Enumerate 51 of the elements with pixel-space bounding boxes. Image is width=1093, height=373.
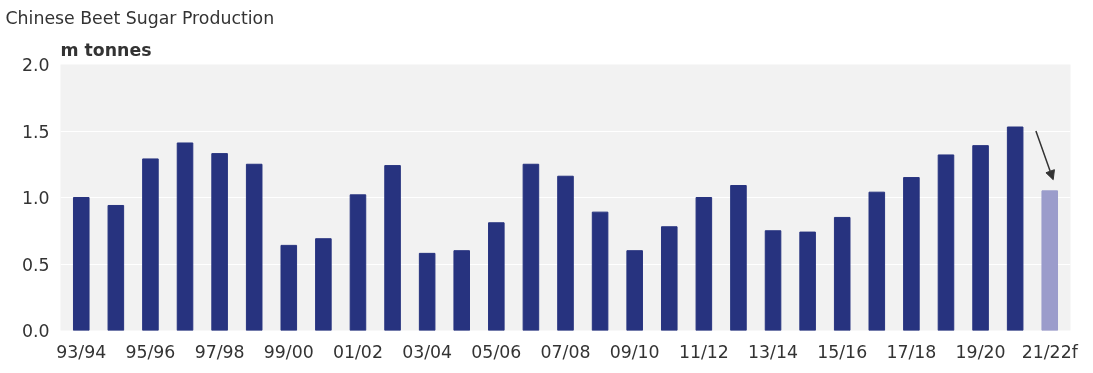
bar: [280, 244, 298, 331]
bar: [903, 177, 920, 331]
bar: [660, 226, 678, 331]
x-tick-label: 93/94: [56, 341, 107, 362]
bar: [626, 250, 643, 331]
y-axis-title: m tonnes: [60, 39, 152, 60]
bar: [211, 153, 228, 331]
x-tick-label: 15/16: [817, 341, 868, 362]
bar: [833, 216, 851, 331]
bar: [176, 142, 194, 331]
x-tick-label: 05/06: [471, 341, 522, 362]
bar: [591, 211, 609, 331]
y-tick-label: 0.0: [21, 321, 50, 341]
x-tick-label: 97/98: [194, 341, 245, 362]
bar: [142, 158, 159, 331]
y-tick-label: 2.0: [21, 55, 50, 75]
bar: [557, 175, 574, 331]
x-tick-label: 21/22f: [1021, 341, 1079, 362]
x-tick-label: 07/08: [540, 341, 591, 362]
y-tick-label: 1.5: [21, 121, 50, 142]
bar: [453, 250, 471, 331]
bar: [868, 191, 886, 331]
y-tick-label: 0.5: [21, 254, 50, 275]
bar: [72, 197, 90, 331]
x-tick-label: 11/12: [678, 341, 729, 362]
bar: [349, 194, 367, 331]
y-tick-label: 1.0: [21, 188, 50, 208]
bar: [730, 185, 747, 331]
x-tick-label: 99/00: [263, 341, 314, 362]
bar: [972, 145, 989, 331]
bar: [315, 238, 332, 331]
bar: [764, 230, 782, 331]
x-tick-label: 09/10: [609, 341, 660, 362]
x-tick-label: 01/02: [333, 341, 383, 362]
bar: [384, 165, 401, 331]
bar: [799, 231, 816, 331]
bar: [418, 252, 436, 331]
bar: [695, 197, 713, 331]
bar: [245, 163, 263, 331]
bar: [1006, 126, 1024, 331]
bar: [522, 163, 540, 331]
x-tick-label: 13/14: [748, 341, 798, 362]
x-tick-label: 03/04: [402, 341, 453, 362]
x-tick-label: 17/18: [886, 341, 937, 362]
x-tick-label: 19/20: [955, 341, 1006, 362]
bar: [1041, 190, 1059, 331]
bar: [488, 222, 505, 331]
x-tick-label: 95/96: [125, 341, 176, 362]
bar: [937, 154, 955, 331]
bar: [107, 204, 125, 331]
chart-title: Chinese Beet Sugar Production: [5, 7, 275, 28]
